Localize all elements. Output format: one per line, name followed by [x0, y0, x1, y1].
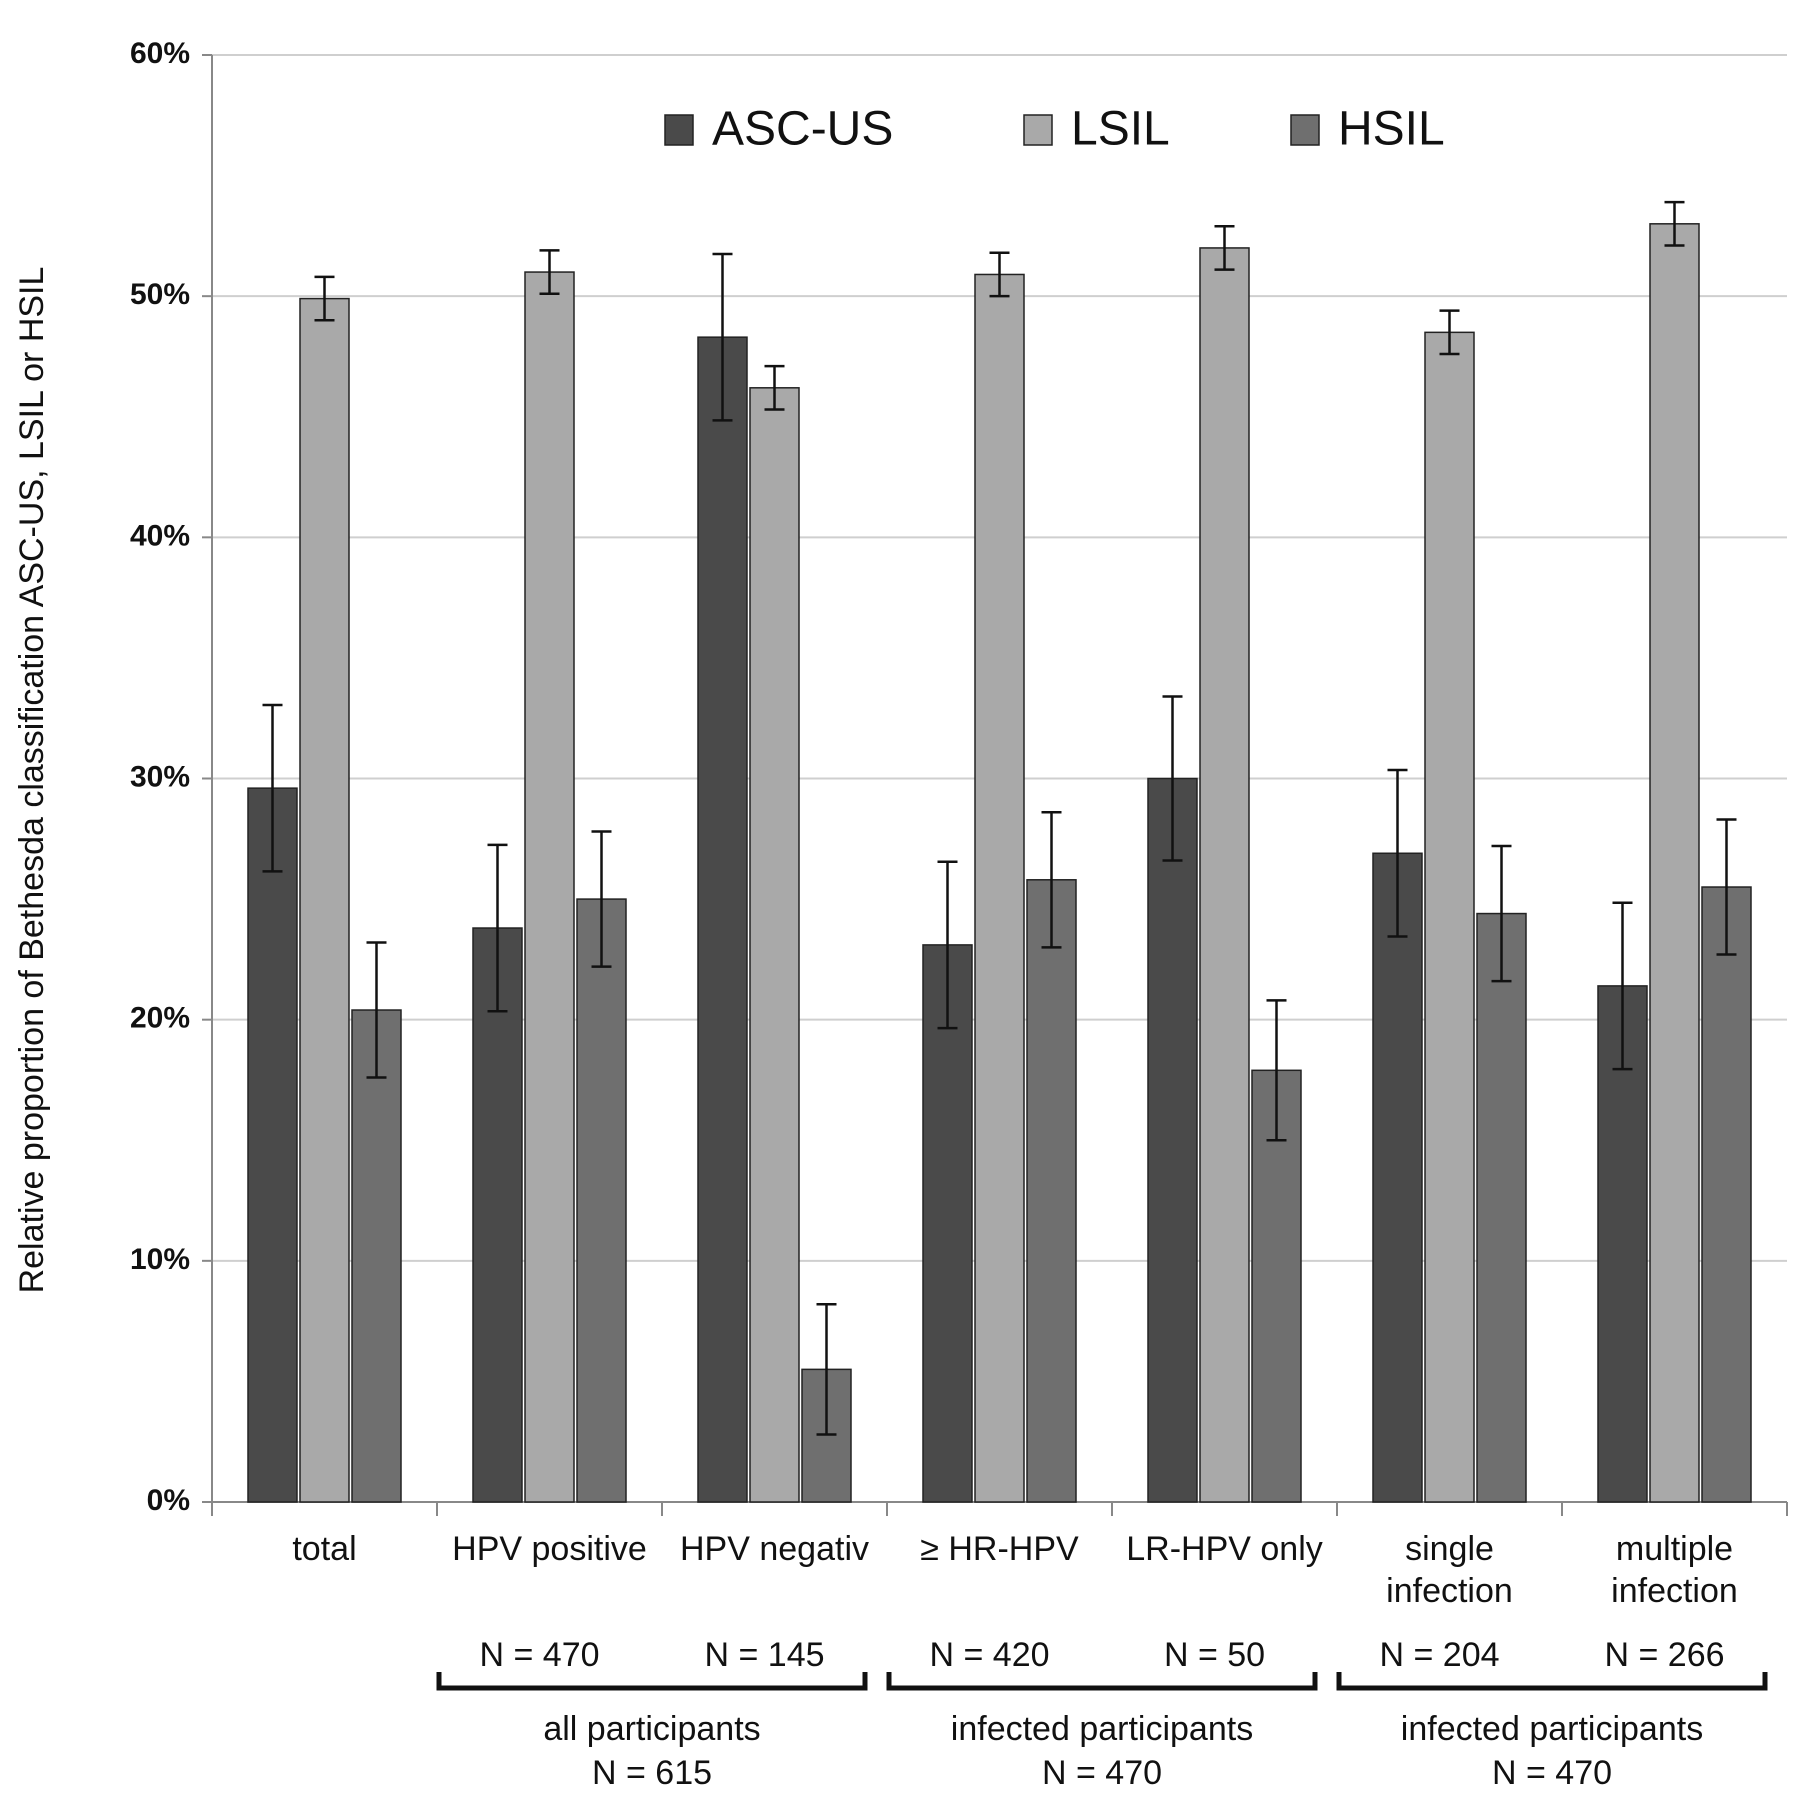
group-label: infected participants [951, 1710, 1253, 1748]
bar [1476, 912, 1527, 1503]
group-label: all participants [543, 1710, 760, 1748]
x-tick-label: single infection [1386, 1530, 1513, 1610]
error-bar [1041, 811, 1062, 949]
category-note: N = 470 [479, 1636, 599, 1674]
error-bar [366, 941, 387, 1079]
y-tick-label: 0% [147, 1484, 190, 1517]
legend-label: ASC-US [712, 103, 893, 156]
error-bar [1612, 901, 1633, 1071]
error-bar [539, 249, 560, 296]
x-tick-label: LR-HPV only [1126, 1530, 1323, 1568]
error-bar [816, 1302, 837, 1436]
category-note: N = 266 [1604, 1636, 1724, 1674]
error-bar [764, 364, 785, 411]
legend-label: LSIL [1071, 103, 1170, 156]
error-bar [487, 843, 508, 1013]
bar [1372, 852, 1423, 1503]
group-count: N = 615 [592, 1754, 712, 1792]
bar [472, 927, 523, 1503]
x-tick-label: HPV negativ [680, 1530, 869, 1568]
error-bar [937, 860, 958, 1030]
bar [1026, 879, 1077, 1503]
error-bar [591, 830, 612, 968]
y-tick-label: 30% [130, 760, 190, 793]
bar [749, 387, 800, 1503]
error-bar [1491, 844, 1512, 983]
x-tick-label: total [292, 1530, 356, 1568]
legend-swatch [664, 114, 694, 146]
error-bar [1162, 695, 1183, 862]
category-note: N = 420 [929, 1636, 1049, 1674]
bar [1199, 247, 1250, 1503]
bar [1251, 1069, 1302, 1503]
x-tick-label: ≥ HR-HPV [920, 1530, 1079, 1568]
bar [524, 271, 575, 1503]
y-axis-label: Relative proportion of Bethesda classifi… [13, 267, 51, 1294]
error-bar [314, 275, 335, 322]
category-note: N = 145 [704, 1636, 824, 1674]
error-bar [1664, 200, 1685, 247]
group-bracket [1336, 1672, 1768, 1691]
error-bar [1214, 224, 1235, 271]
error-bar [1387, 768, 1408, 938]
error-bar [989, 251, 1010, 298]
bar [576, 898, 627, 1503]
group-label: infected participants [1401, 1710, 1703, 1748]
category-note: N = 204 [1379, 1636, 1499, 1674]
legend-swatch [1023, 114, 1053, 146]
x-tick-label: HPV positive [452, 1530, 647, 1568]
bar [1147, 777, 1198, 1503]
x-tick-label: multiple infection [1611, 1530, 1738, 1610]
bar [1649, 223, 1700, 1503]
y-tick-label: 20% [130, 1002, 190, 1035]
bar [299, 297, 350, 1503]
bar [1424, 331, 1475, 1503]
y-tick-label: 60% [130, 37, 190, 70]
error-bar [1716, 818, 1737, 956]
category-note: N = 50 [1164, 1636, 1265, 1674]
bar [247, 787, 298, 1503]
group-bracket [436, 1672, 868, 1691]
bar [974, 273, 1025, 1503]
y-tick-label: 40% [130, 519, 190, 552]
y-tick-label: 10% [130, 1243, 190, 1276]
error-bar [1266, 999, 1287, 1142]
error-bar [1439, 309, 1460, 356]
bar [351, 1009, 402, 1503]
error-bar [262, 703, 283, 873]
legend-label: HSIL [1338, 103, 1445, 156]
bar [1597, 985, 1648, 1503]
y-tick-label: 50% [130, 278, 190, 311]
group-bracket [886, 1672, 1318, 1691]
group-count: N = 470 [1042, 1754, 1162, 1792]
bar [697, 336, 748, 1503]
legend-swatch [1290, 114, 1320, 146]
bar [922, 944, 973, 1503]
bar [1701, 886, 1752, 1503]
group-count: N = 470 [1492, 1754, 1612, 1792]
error-bar [712, 252, 733, 422]
